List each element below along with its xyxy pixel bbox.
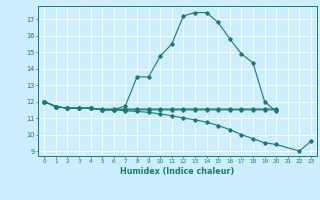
X-axis label: Humidex (Indice chaleur): Humidex (Indice chaleur) — [120, 167, 235, 176]
